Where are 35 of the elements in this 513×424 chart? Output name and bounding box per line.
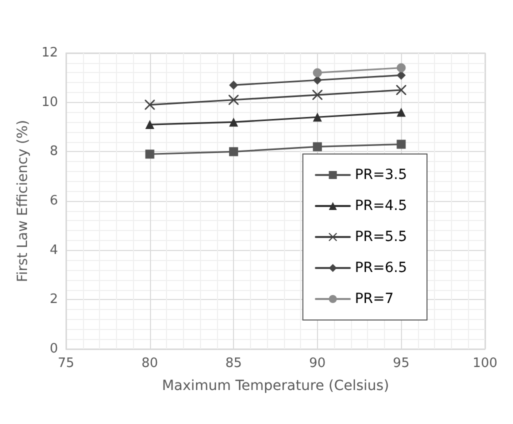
legend-label: PR=6.5 bbox=[354, 260, 408, 276]
legend-label: PR=7 bbox=[354, 291, 394, 307]
x-tick-label: 85 bbox=[225, 356, 242, 371]
y-tick-label: 10 bbox=[41, 94, 58, 110]
point bbox=[144, 100, 155, 110]
point bbox=[312, 142, 322, 152]
point bbox=[312, 112, 322, 122]
x-tick-label: 75 bbox=[58, 356, 74, 371]
legend-label: PR=3.5 bbox=[354, 167, 408, 183]
y-tick-label: 4 bbox=[50, 242, 58, 258]
x-tick-label: 100 bbox=[472, 356, 498, 371]
point bbox=[229, 118, 238, 127]
x-tick-label: 90 bbox=[309, 356, 326, 371]
y-tick-label: 12 bbox=[41, 46, 58, 60]
point bbox=[396, 63, 406, 72]
y-tick-label: 8 bbox=[50, 144, 58, 160]
legend-label: PR=4.5 bbox=[354, 198, 408, 214]
point bbox=[145, 150, 154, 159]
point bbox=[312, 68, 322, 78]
y-tick-label: 2 bbox=[50, 292, 58, 308]
point bbox=[145, 120, 154, 130]
point bbox=[229, 80, 238, 90]
x-axis-title: Maximum Temperature (Celsius) bbox=[162, 378, 390, 394]
y-tick-label: 6 bbox=[50, 194, 58, 208]
y-axis-title: First Law Efficiency (%) bbox=[15, 120, 31, 282]
point bbox=[396, 85, 406, 95]
point bbox=[229, 147, 238, 156]
point bbox=[228, 94, 239, 105]
legend-label: PR=5.5 bbox=[354, 229, 408, 245]
y-tick-label: 0 bbox=[50, 342, 58, 356]
point bbox=[396, 108, 406, 117]
point bbox=[396, 140, 406, 149]
x-tick-label: 95 bbox=[392, 356, 410, 371]
point bbox=[312, 90, 322, 100]
x-tick-label: 80 bbox=[142, 356, 158, 371]
